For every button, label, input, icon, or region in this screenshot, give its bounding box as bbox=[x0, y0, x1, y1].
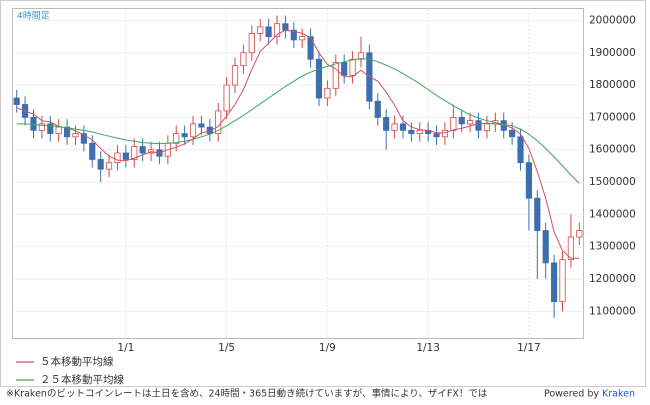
candle-body bbox=[72, 133, 79, 138]
candle-body bbox=[383, 117, 390, 131]
candle-body bbox=[189, 123, 197, 138]
candle-body bbox=[290, 29, 297, 41]
y-tick-label: 1800000 bbox=[589, 79, 636, 91]
candle-body bbox=[450, 117, 457, 131]
candle-body bbox=[534, 197, 541, 231]
candle-body bbox=[47, 123, 54, 134]
candle-body bbox=[332, 62, 339, 89]
legend-label: ２５本移動平均線 bbox=[40, 373, 124, 386]
candle-body bbox=[89, 142, 96, 160]
candle-body bbox=[139, 146, 146, 154]
candle-body bbox=[315, 58, 323, 99]
candle-body bbox=[475, 120, 482, 131]
chart-title: 4時間足 bbox=[17, 11, 50, 22]
moving-average-line bbox=[16, 58, 580, 184]
candle-body bbox=[517, 136, 524, 164]
y-tick-label: 1700000 bbox=[589, 111, 636, 123]
y-tick-label: 1900000 bbox=[589, 47, 636, 59]
candle-body bbox=[231, 65, 239, 86]
candle-body bbox=[38, 123, 45, 131]
candle-body bbox=[131, 146, 138, 160]
x-tick-label: 1/17 bbox=[517, 342, 541, 354]
candle-body bbox=[173, 133, 180, 144]
candle-body bbox=[240, 52, 247, 67]
candle-body bbox=[97, 159, 104, 170]
moving-average-line bbox=[16, 29, 580, 259]
candle-body bbox=[551, 262, 558, 303]
y-tick-label: 1200000 bbox=[589, 273, 636, 285]
x-tick-label: 1/1 bbox=[117, 342, 134, 354]
legend-label: ５本移動平均線 bbox=[40, 355, 114, 368]
candle-body bbox=[467, 120, 474, 125]
candle-body bbox=[63, 126, 71, 138]
candle-body bbox=[525, 162, 533, 199]
candle-body bbox=[341, 62, 348, 76]
candle-body bbox=[215, 110, 222, 134]
brand-link[interactable]: Kraken bbox=[602, 389, 635, 400]
candle-body bbox=[80, 133, 87, 144]
candle-body bbox=[399, 123, 407, 131]
y-tick-label: 2000000 bbox=[589, 14, 636, 26]
candle-body bbox=[357, 52, 365, 60]
candle-body bbox=[265, 26, 272, 38]
x-tick-label: 1/13 bbox=[416, 342, 440, 354]
candle-body bbox=[433, 133, 440, 138]
candle-body bbox=[55, 126, 62, 134]
x-tick-label: 1/5 bbox=[218, 342, 235, 354]
candle-body bbox=[441, 129, 449, 138]
candle-body bbox=[307, 36, 314, 60]
candle-body bbox=[374, 100, 381, 118]
candle-body bbox=[567, 236, 574, 261]
plot-area bbox=[12, 8, 584, 339]
candle-body bbox=[391, 123, 398, 131]
candle-body bbox=[576, 230, 583, 238]
y-tick-label: 1400000 bbox=[589, 208, 636, 220]
candle-body bbox=[206, 126, 213, 134]
candle-body bbox=[273, 23, 281, 38]
candle-body bbox=[13, 97, 20, 105]
candle-body bbox=[299, 36, 306, 41]
candle-body bbox=[223, 84, 230, 112]
y-tick-label: 1300000 bbox=[589, 241, 636, 253]
x-tick-label: 1/9 bbox=[319, 342, 336, 354]
candle-body bbox=[282, 23, 289, 31]
candle-body bbox=[542, 230, 549, 264]
candle-body bbox=[483, 123, 491, 131]
candle-body bbox=[349, 58, 356, 76]
candle-body bbox=[181, 133, 188, 138]
candle-body bbox=[458, 117, 465, 125]
candle-body bbox=[122, 152, 129, 160]
y-tick-label: 1500000 bbox=[589, 176, 636, 188]
candle-body bbox=[416, 129, 423, 134]
candle-body bbox=[114, 152, 121, 164]
candle-body bbox=[324, 87, 331, 99]
footnote: ※Krakenのビットコインレートは土日を含め、24時間・365日動き続けていま… bbox=[6, 388, 488, 400]
candle-body bbox=[248, 32, 255, 54]
candle-body bbox=[408, 129, 415, 134]
candle-body bbox=[198, 123, 205, 128]
powered-by: Powered by bbox=[544, 389, 599, 400]
candle-body bbox=[105, 162, 113, 170]
candle-body bbox=[257, 26, 264, 34]
candle-body bbox=[559, 259, 566, 303]
y-tick-label: 1100000 bbox=[589, 305, 636, 317]
y-tick-label: 1600000 bbox=[589, 144, 636, 156]
candle-body bbox=[509, 129, 516, 138]
